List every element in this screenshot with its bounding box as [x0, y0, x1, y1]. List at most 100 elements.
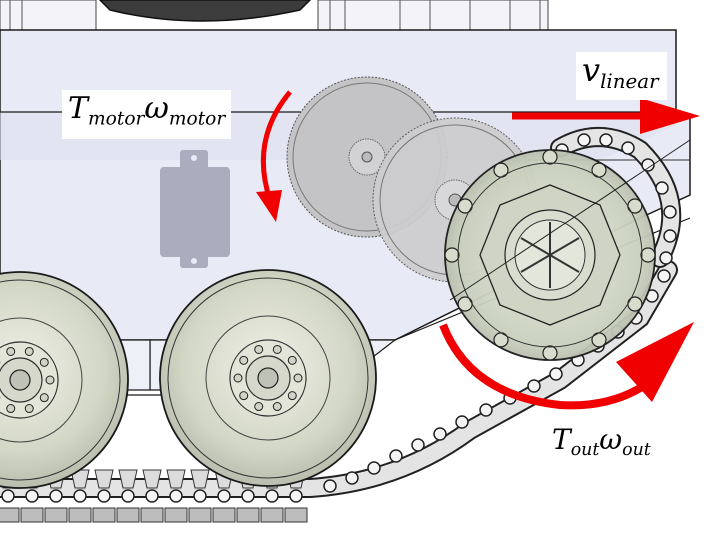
sprocket-tooth	[444, 247, 460, 263]
wheel-bolt	[287, 355, 297, 365]
track-link-pin	[73, 489, 87, 503]
track-link-pin	[121, 489, 135, 503]
sprocket-tooth	[457, 198, 473, 214]
track-cleat	[70, 469, 90, 489]
arrows	[256, 90, 700, 410]
track-link-pin	[217, 489, 231, 503]
track-link-pin	[455, 415, 469, 429]
linear-velocity-label: vlinear	[576, 52, 667, 100]
track	[0, 127, 682, 523]
motor-rotation-arrowhead	[256, 190, 282, 222]
track-link-pin	[549, 367, 563, 381]
wheel-bolt	[24, 346, 34, 356]
track-link-pin	[657, 269, 671, 283]
track-shoe	[116, 507, 140, 523]
wheel-bolt	[39, 393, 49, 403]
wheel-bolt	[24, 404, 34, 414]
drive-sprocket	[444, 139, 691, 361]
output-rotation-arc	[439, 323, 648, 410]
wheel-bolt	[254, 402, 264, 412]
track-cleat	[94, 469, 114, 489]
wheel-bolt	[272, 402, 282, 412]
track-shoe	[236, 507, 260, 523]
track-link-pin	[1, 489, 15, 503]
track-link-pin	[97, 489, 111, 503]
track-link-pin	[265, 489, 279, 503]
track-link-pin	[659, 251, 673, 265]
track-link-pin	[289, 489, 303, 503]
track-link-pin	[25, 489, 39, 503]
motor-power-label: Tmotorωmotor	[62, 90, 232, 140]
output-power-label: Toutωout	[546, 424, 657, 468]
sprocket-tooth	[627, 296, 643, 312]
sprocket-tooth	[542, 345, 558, 361]
track-link-pin	[621, 141, 635, 155]
track-link-pin	[323, 479, 337, 493]
wheel-bolt	[272, 344, 282, 354]
motor-rotation-arc	[260, 90, 292, 201]
track-shoe	[92, 507, 116, 523]
track-shoe	[212, 507, 236, 523]
track-shoe	[20, 507, 44, 523]
track-link-pin	[145, 489, 159, 503]
wheel-bolt	[287, 391, 297, 401]
track-shoe	[140, 507, 164, 523]
mount-bracket	[160, 150, 230, 268]
sprocket-tooth	[591, 332, 607, 348]
sprocket-tooth	[493, 332, 509, 348]
track-link-pin	[169, 489, 183, 503]
wheel-bolt	[293, 373, 303, 383]
top-components	[0, 0, 549, 31]
track-link-pin	[577, 133, 591, 147]
sprocket-tooth	[457, 296, 473, 312]
track-cleat	[166, 469, 186, 489]
track-link-pin	[663, 229, 677, 243]
track-cleat	[142, 469, 162, 489]
top-bracket-right	[317, 0, 549, 31]
motor-housing-top	[98, 0, 312, 22]
sprocket-tooth	[493, 162, 509, 178]
linear-velocity-arrowhead	[640, 98, 700, 134]
output-rotation-arrowhead	[616, 322, 694, 402]
track-link-pin	[193, 489, 207, 503]
wheel-bolt	[45, 375, 55, 385]
track-shoe	[284, 507, 308, 523]
road-wheel-right	[159, 269, 377, 487]
track-link-pin	[599, 133, 613, 147]
track-shoe	[68, 507, 92, 523]
track-shoe	[188, 507, 212, 523]
wheel-bolt	[39, 357, 49, 367]
wheel-bolt	[6, 346, 16, 356]
track-link-pin	[433, 427, 447, 441]
wheel-bolt	[239, 391, 249, 401]
track-cleat	[118, 469, 138, 489]
track-link-pin	[527, 379, 541, 393]
track-link-pin	[655, 181, 669, 195]
track-link-pin	[49, 489, 63, 503]
track-shoe	[260, 507, 284, 523]
wheel-bolt	[233, 373, 243, 383]
sprocket-tooth	[627, 198, 643, 214]
track-shoe	[0, 507, 20, 523]
track-cleat	[190, 469, 210, 489]
track-link-pin	[641, 158, 655, 172]
track-link-pin	[663, 205, 677, 219]
wheel-bolt	[254, 344, 264, 354]
sprocket-tooth	[542, 149, 558, 165]
road-wheel-left	[0, 271, 129, 489]
track-upper-links	[555, 133, 677, 265]
sprocket-tooth	[591, 162, 607, 178]
track-link-pin	[345, 471, 359, 485]
track-shoe	[164, 507, 188, 523]
top-bracket-left	[0, 0, 97, 31]
track-link-pin	[479, 403, 493, 417]
track-link-pin	[367, 461, 381, 475]
sprocket-tooth	[640, 247, 656, 263]
track-link-pin	[241, 489, 255, 503]
track-link-pin	[389, 449, 403, 463]
wheel-bolt	[6, 404, 16, 414]
wheel-bolt	[239, 355, 249, 365]
bracket-plate	[160, 167, 230, 257]
